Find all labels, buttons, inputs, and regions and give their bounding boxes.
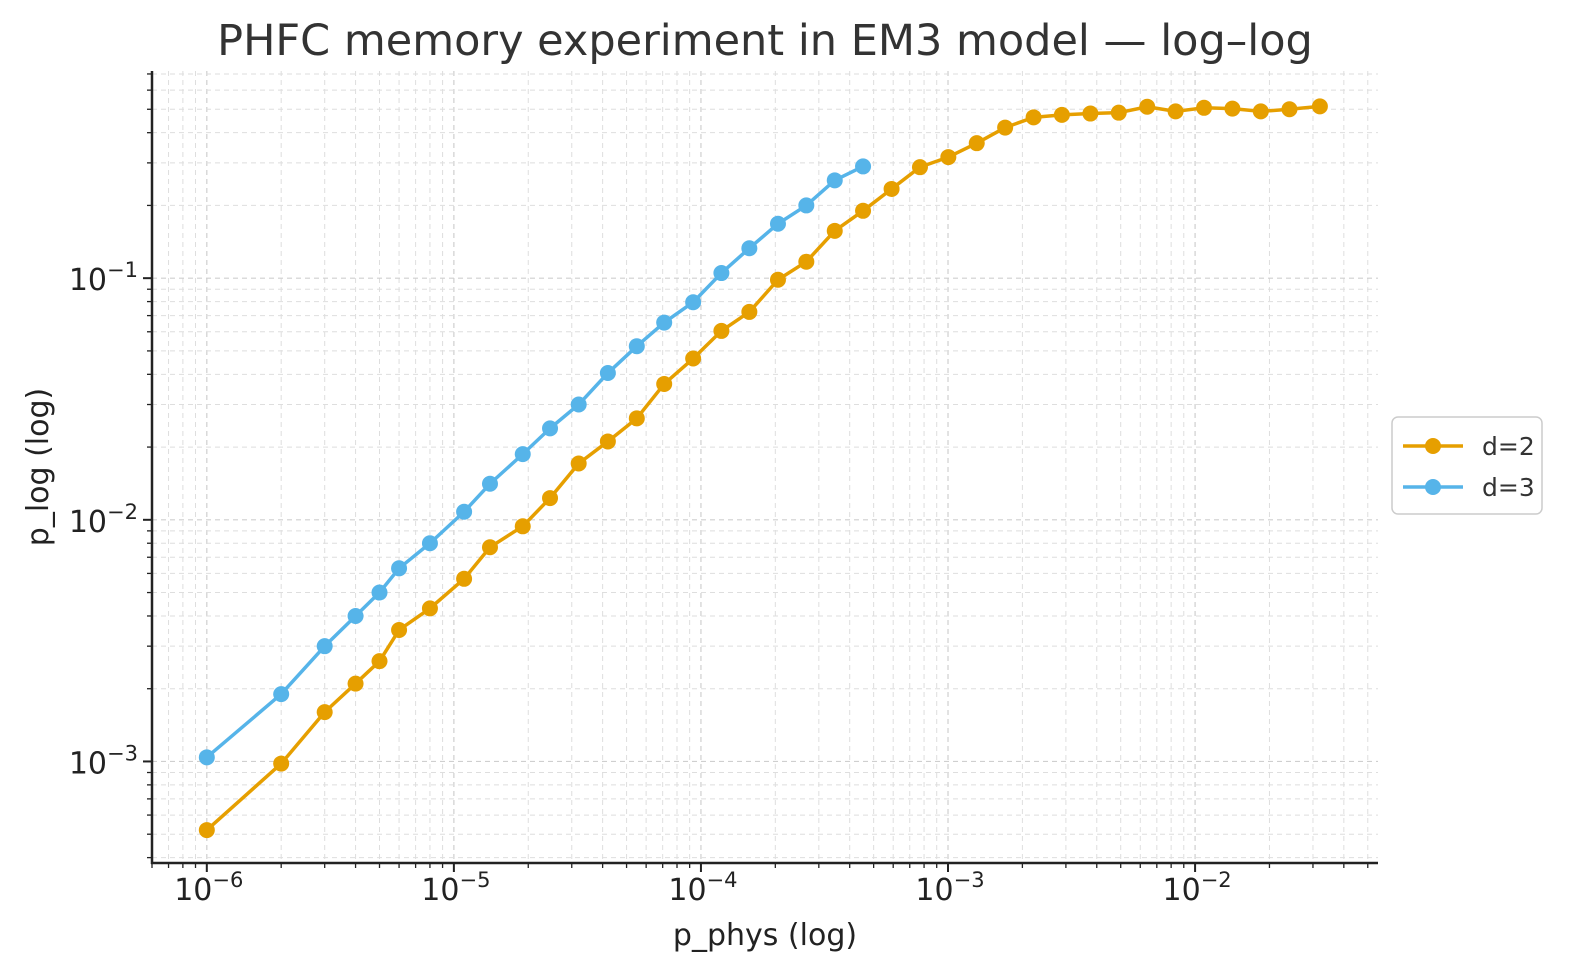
data-point — [1139, 98, 1156, 115]
chart-title: PHFC memory experiment in EM3 model — lo… — [217, 16, 1313, 66]
data-point — [1281, 101, 1298, 118]
data-point — [316, 638, 333, 655]
x-tick-label: 10−4 — [668, 868, 737, 908]
y-tick-label: 10−2 — [69, 500, 138, 540]
legend-label-d3: d=3 — [1482, 473, 1535, 502]
data-point — [198, 822, 215, 839]
data-point — [1053, 106, 1070, 123]
grid-lines — [151, 71, 1378, 863]
legend: d=2 d=3 — [1391, 416, 1543, 515]
data-point — [911, 159, 928, 176]
series-layer — [198, 98, 1328, 839]
data-point — [997, 119, 1014, 136]
data-point — [1224, 100, 1241, 117]
data-point — [883, 180, 900, 197]
data-point — [769, 215, 786, 232]
data-point — [391, 560, 408, 577]
data-point — [570, 455, 587, 472]
data-point — [968, 135, 985, 152]
data-point — [371, 584, 388, 601]
data-point — [273, 686, 290, 703]
x-axis-title: p_phys (log) — [673, 918, 857, 953]
data-point — [826, 172, 843, 189]
data-point — [514, 446, 531, 463]
data-point — [685, 294, 702, 311]
data-point — [826, 222, 843, 239]
series-d=2 — [198, 98, 1328, 839]
data-point — [741, 303, 758, 320]
data-point — [481, 539, 498, 556]
data-point — [741, 240, 758, 257]
data-point — [1167, 103, 1184, 120]
data-point — [628, 410, 645, 427]
data-point — [599, 433, 616, 450]
data-point — [769, 271, 786, 288]
data-point — [456, 503, 473, 520]
data-point — [685, 350, 702, 367]
legend-marker-d2 — [1425, 438, 1441, 454]
data-point — [940, 149, 957, 166]
series-line — [205, 104, 1322, 832]
series-d=3 — [198, 158, 872, 766]
data-point — [656, 314, 673, 331]
tick-labels: 10−6 10−5 10−4 10−3 10−2 10−3 10−2 10−1 — [69, 258, 1232, 908]
x-tick-label: 10−6 — [174, 868, 243, 908]
data-point — [798, 253, 815, 270]
data-point — [798, 197, 815, 214]
legend-label-d2: d=2 — [1482, 432, 1535, 461]
data-point — [421, 535, 438, 552]
data-point — [599, 365, 616, 382]
data-point — [713, 265, 730, 282]
data-point — [347, 675, 364, 692]
series-line — [205, 164, 865, 760]
data-point — [1311, 98, 1328, 115]
data-point — [514, 518, 531, 535]
axes — [143, 71, 1378, 872]
y-axis-title: p_log (log) — [21, 388, 56, 546]
data-point — [542, 490, 559, 507]
data-point — [456, 570, 473, 587]
data-point — [316, 704, 333, 721]
data-point — [421, 600, 438, 617]
data-point — [371, 653, 388, 670]
data-point — [1252, 103, 1269, 120]
data-point — [628, 338, 645, 355]
legend-marker-d3 — [1425, 479, 1441, 495]
data-point — [198, 749, 215, 766]
y-tick-label: 10−1 — [69, 258, 138, 298]
data-point — [656, 375, 673, 392]
data-point — [391, 621, 408, 638]
x-tick-label: 10−3 — [915, 868, 984, 908]
y-tick-label: 10−3 — [69, 741, 138, 781]
data-point — [1082, 105, 1099, 122]
data-point — [347, 607, 364, 624]
data-point — [855, 158, 872, 175]
x-tick-label: 10−5 — [421, 868, 490, 908]
x-tick-label: 10−2 — [1163, 868, 1232, 908]
data-point — [570, 396, 587, 413]
data-point — [855, 202, 872, 219]
data-point — [1110, 104, 1127, 121]
data-point — [273, 755, 290, 772]
data-point — [481, 475, 498, 492]
data-point — [1025, 109, 1042, 126]
data-point — [1196, 99, 1213, 116]
data-point — [542, 420, 559, 437]
data-point — [713, 322, 730, 339]
